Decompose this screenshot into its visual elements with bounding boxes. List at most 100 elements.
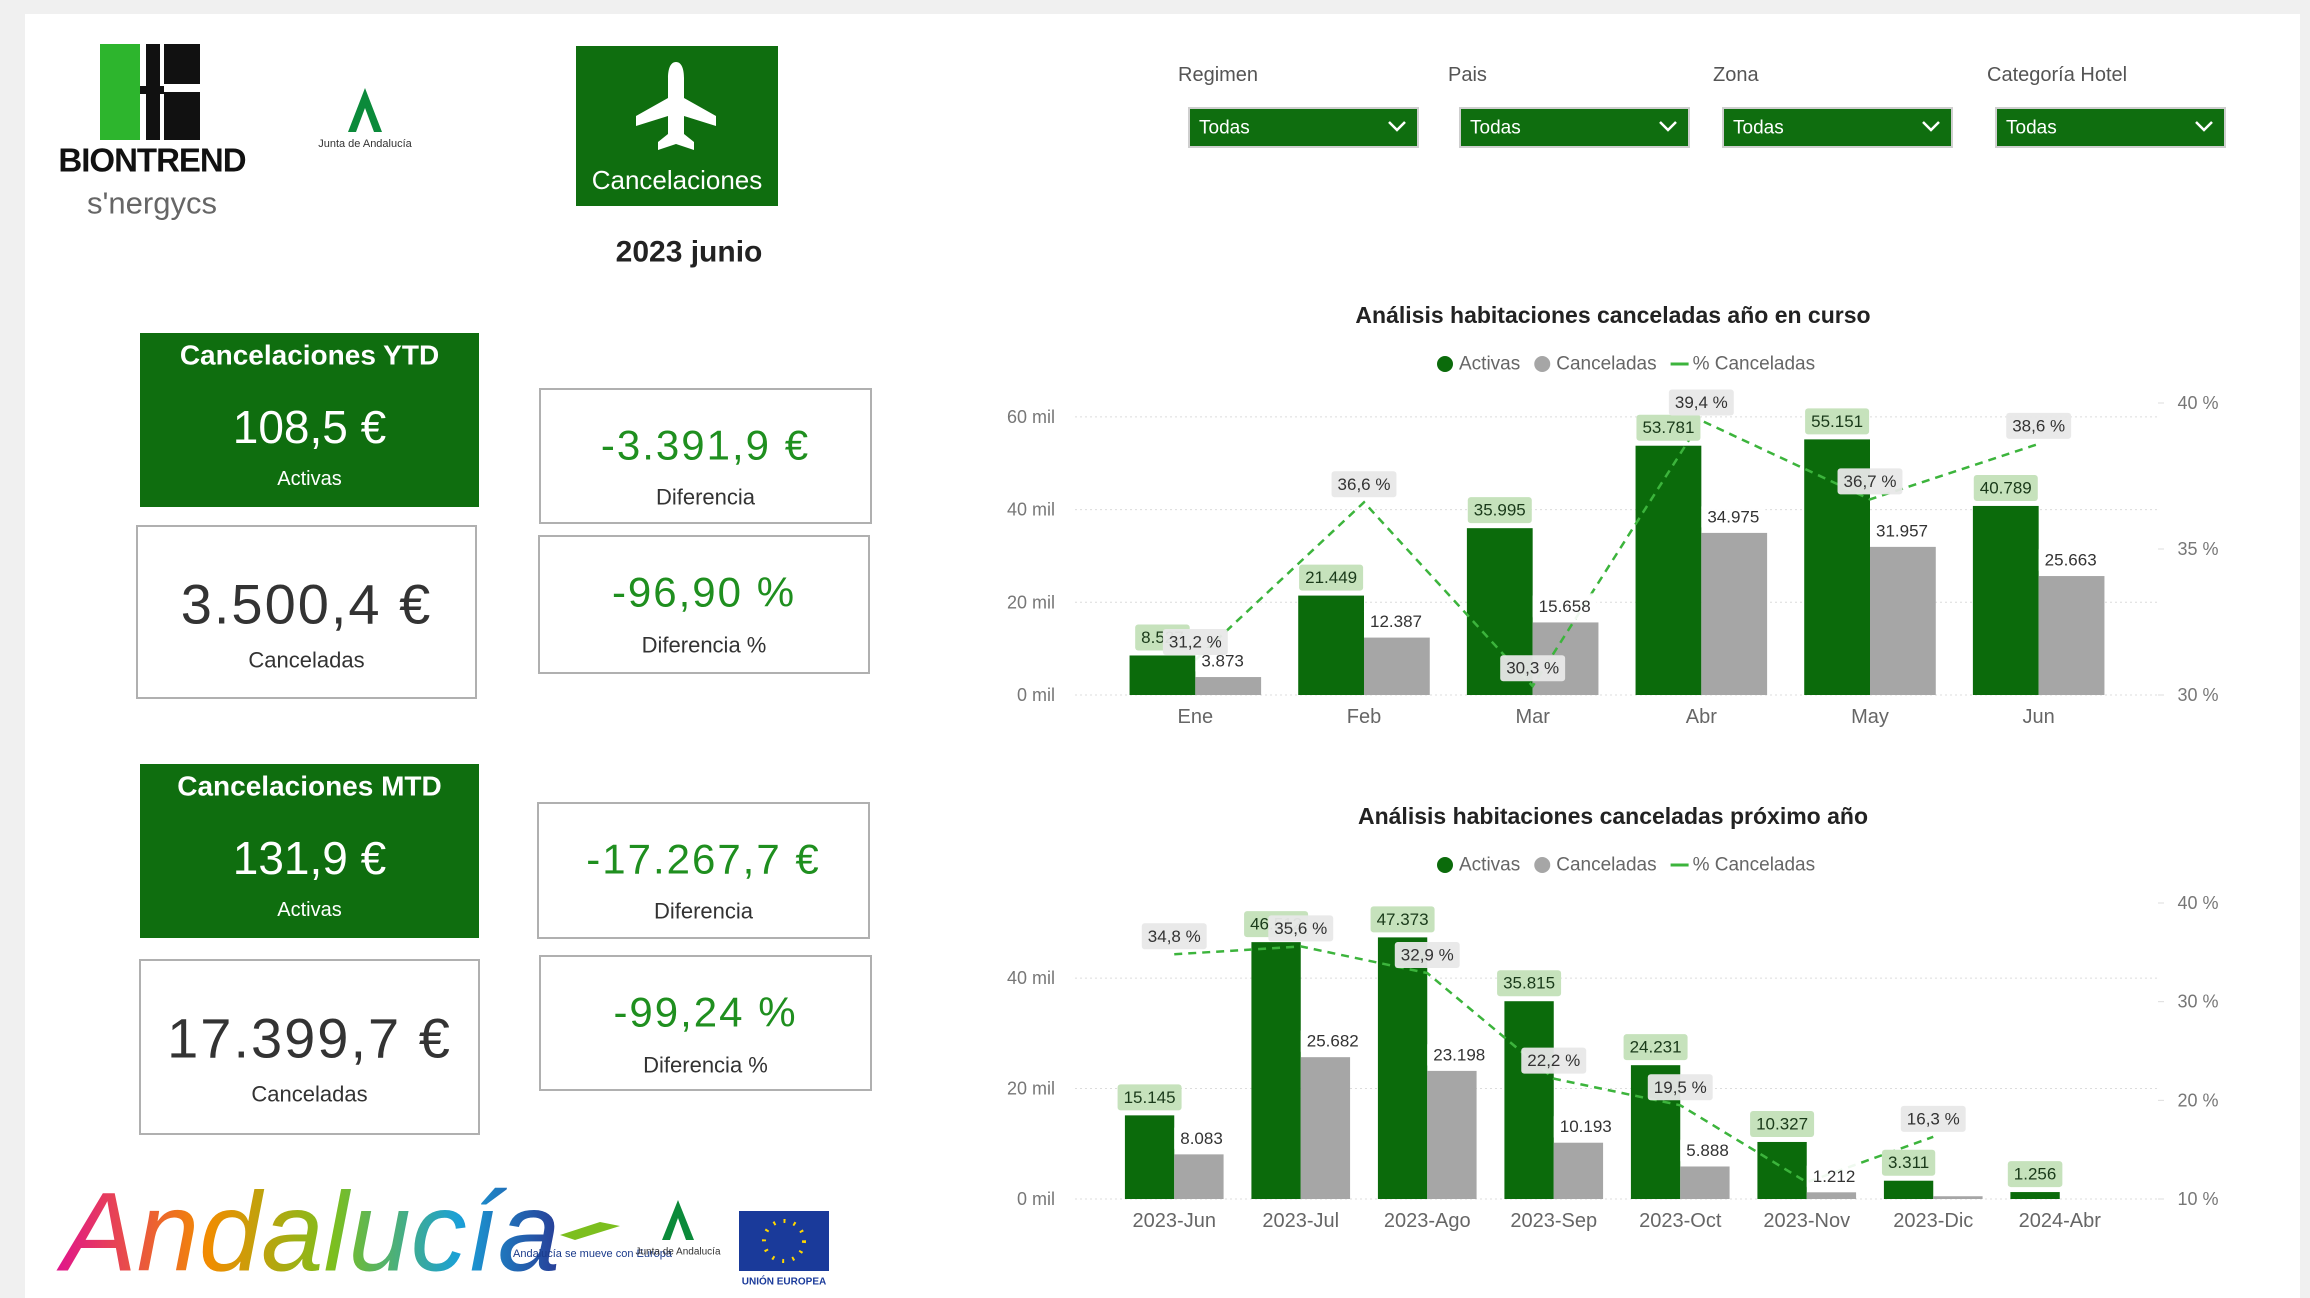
y-tick-label: 0 mil xyxy=(1017,1189,1055,1209)
legend-swatch xyxy=(1437,356,1453,372)
line-label: 22,2 % xyxy=(1527,1051,1580,1070)
filter-dropdown[interactable] xyxy=(1995,107,2226,148)
logo-text: BIONTREND xyxy=(58,142,245,179)
bar xyxy=(2038,576,2105,695)
junta-icon xyxy=(348,88,382,132)
label-box xyxy=(1268,915,1334,942)
filter-dropdown[interactable] xyxy=(1188,107,1419,148)
label-box xyxy=(2006,412,2072,439)
kpi-card xyxy=(539,955,872,1091)
y-tick-label: 60 mil xyxy=(1007,407,1055,427)
filter-value: Todas xyxy=(1199,118,1250,139)
line-label: 35,6 % xyxy=(1274,919,1327,938)
legend-label: Activas xyxy=(1459,354,1520,375)
junta-text: Junta de Andalucía xyxy=(635,1247,721,1258)
label-box xyxy=(1500,655,1566,682)
bar-label: 1.212 xyxy=(1813,1167,1856,1186)
bar-label: 1.256 xyxy=(2014,1165,2057,1184)
x-tick-label: 2023-Dic xyxy=(1893,1210,1973,1232)
bar-label: 35.995 xyxy=(1474,501,1526,520)
bar-label: 25.682 xyxy=(1307,1032,1359,1051)
bar xyxy=(1635,445,1702,695)
bar-label: 35.815 xyxy=(1503,974,1555,993)
kpi-title: Cancelaciones YTD xyxy=(180,340,439,371)
legend-label: Canceladas xyxy=(1556,855,1656,876)
filter-dropdown[interactable] xyxy=(1722,107,1953,148)
line-label: 30,3 % xyxy=(1506,659,1559,678)
bar-label: 15.658 xyxy=(1539,597,1591,616)
filter-value: Todas xyxy=(1470,118,1521,139)
x-tick-label: 2023-Sep xyxy=(1510,1210,1597,1232)
bar xyxy=(1195,677,1262,695)
kpi-card xyxy=(538,535,870,674)
bar-label: 55.151 xyxy=(1811,412,1863,431)
bar-label: 34.975 xyxy=(1707,507,1759,526)
eu-stars xyxy=(762,1219,806,1263)
bar xyxy=(1933,1196,1983,1199)
label-box xyxy=(1881,1149,1936,1176)
legend-label: % Canceladas xyxy=(1693,855,1816,876)
line-label: 36,7 % xyxy=(1844,472,1897,491)
bar-label: 8.083 xyxy=(1180,1129,1223,1148)
bar xyxy=(1298,595,1364,695)
y-tick-label: 40 mil xyxy=(1007,500,1055,520)
bar-label: 25.663 xyxy=(2045,551,2097,570)
bar xyxy=(1129,655,1196,695)
label-box xyxy=(1394,942,1460,969)
label-box xyxy=(1467,497,1532,524)
bar-label: 10.193 xyxy=(1560,1117,1612,1136)
kpi-label: Diferencia xyxy=(656,485,756,510)
y2-tick-label: 30 % xyxy=(2177,685,2218,705)
period: 2023 junio xyxy=(616,236,763,269)
bar-label: 12.387 xyxy=(1370,612,1422,631)
kpi-value: -99,24 % xyxy=(613,989,797,1036)
x-tick-label: Abr xyxy=(1686,706,1717,728)
kpi-value: 17.399,7 € xyxy=(167,1007,452,1070)
label-box xyxy=(1973,474,2038,501)
bar xyxy=(1757,1141,1807,1199)
legend-label: % Canceladas xyxy=(1693,354,1816,375)
bar-label: 53.781 xyxy=(1642,418,1694,437)
bar-label: 15.145 xyxy=(1124,1088,1176,1107)
filter-dropdown[interactable] xyxy=(1459,107,1690,148)
bar xyxy=(1553,1142,1604,1199)
label-box xyxy=(1117,1084,1182,1111)
logo-subtext: s'nergycs xyxy=(87,186,217,221)
label-box xyxy=(2038,547,2103,574)
bar xyxy=(1377,937,1428,1199)
x-tick-label: 2023-Nov xyxy=(1763,1210,1850,1232)
y-tick-label: 20 mil xyxy=(1007,592,1055,612)
bar-label: 24.231 xyxy=(1630,1038,1682,1057)
y2-tick-label: 20 % xyxy=(2177,1090,2218,1110)
y-tick-label: 40 mil xyxy=(1007,968,1055,988)
bar xyxy=(1701,532,1768,695)
filter-label: Categoría Hotel xyxy=(1987,64,2127,86)
line-label: 39,4 % xyxy=(1675,393,1728,412)
filter-label: Pais xyxy=(1448,64,1487,86)
chevron xyxy=(1388,121,1406,132)
x-tick-label: Feb xyxy=(1347,706,1381,728)
chevron xyxy=(1659,121,1677,132)
x-tick-label: 2023-Jul xyxy=(1262,1210,1339,1232)
kpi-label: Canceladas xyxy=(251,1082,367,1107)
kpi-value: 3.500,4 € xyxy=(181,573,433,636)
europa-swoosh xyxy=(560,1222,620,1240)
y2-tick-label: 10 % xyxy=(2177,1189,2218,1209)
label-box xyxy=(2007,1161,2063,1188)
airplane-icon xyxy=(636,62,716,150)
logo-block xyxy=(140,86,164,94)
kpi-card xyxy=(139,959,480,1135)
bar xyxy=(1870,546,1936,695)
y-tick-label: 20 mil xyxy=(1007,1079,1055,1099)
line-label: 16,3 % xyxy=(1907,1109,1960,1128)
kpi-value: -17.267,7 € xyxy=(586,836,821,883)
junta-text: Junta de Andalucía xyxy=(318,138,412,150)
legend-label: Canceladas xyxy=(1556,354,1656,375)
logo-block xyxy=(100,44,140,140)
legend-label: Activas xyxy=(1459,855,1520,876)
kpi-label: Diferencia xyxy=(654,899,754,924)
label-box xyxy=(1141,923,1207,950)
eu-text: UNIÓN EUROPEA xyxy=(742,1275,826,1288)
label-box xyxy=(1623,1034,1688,1061)
